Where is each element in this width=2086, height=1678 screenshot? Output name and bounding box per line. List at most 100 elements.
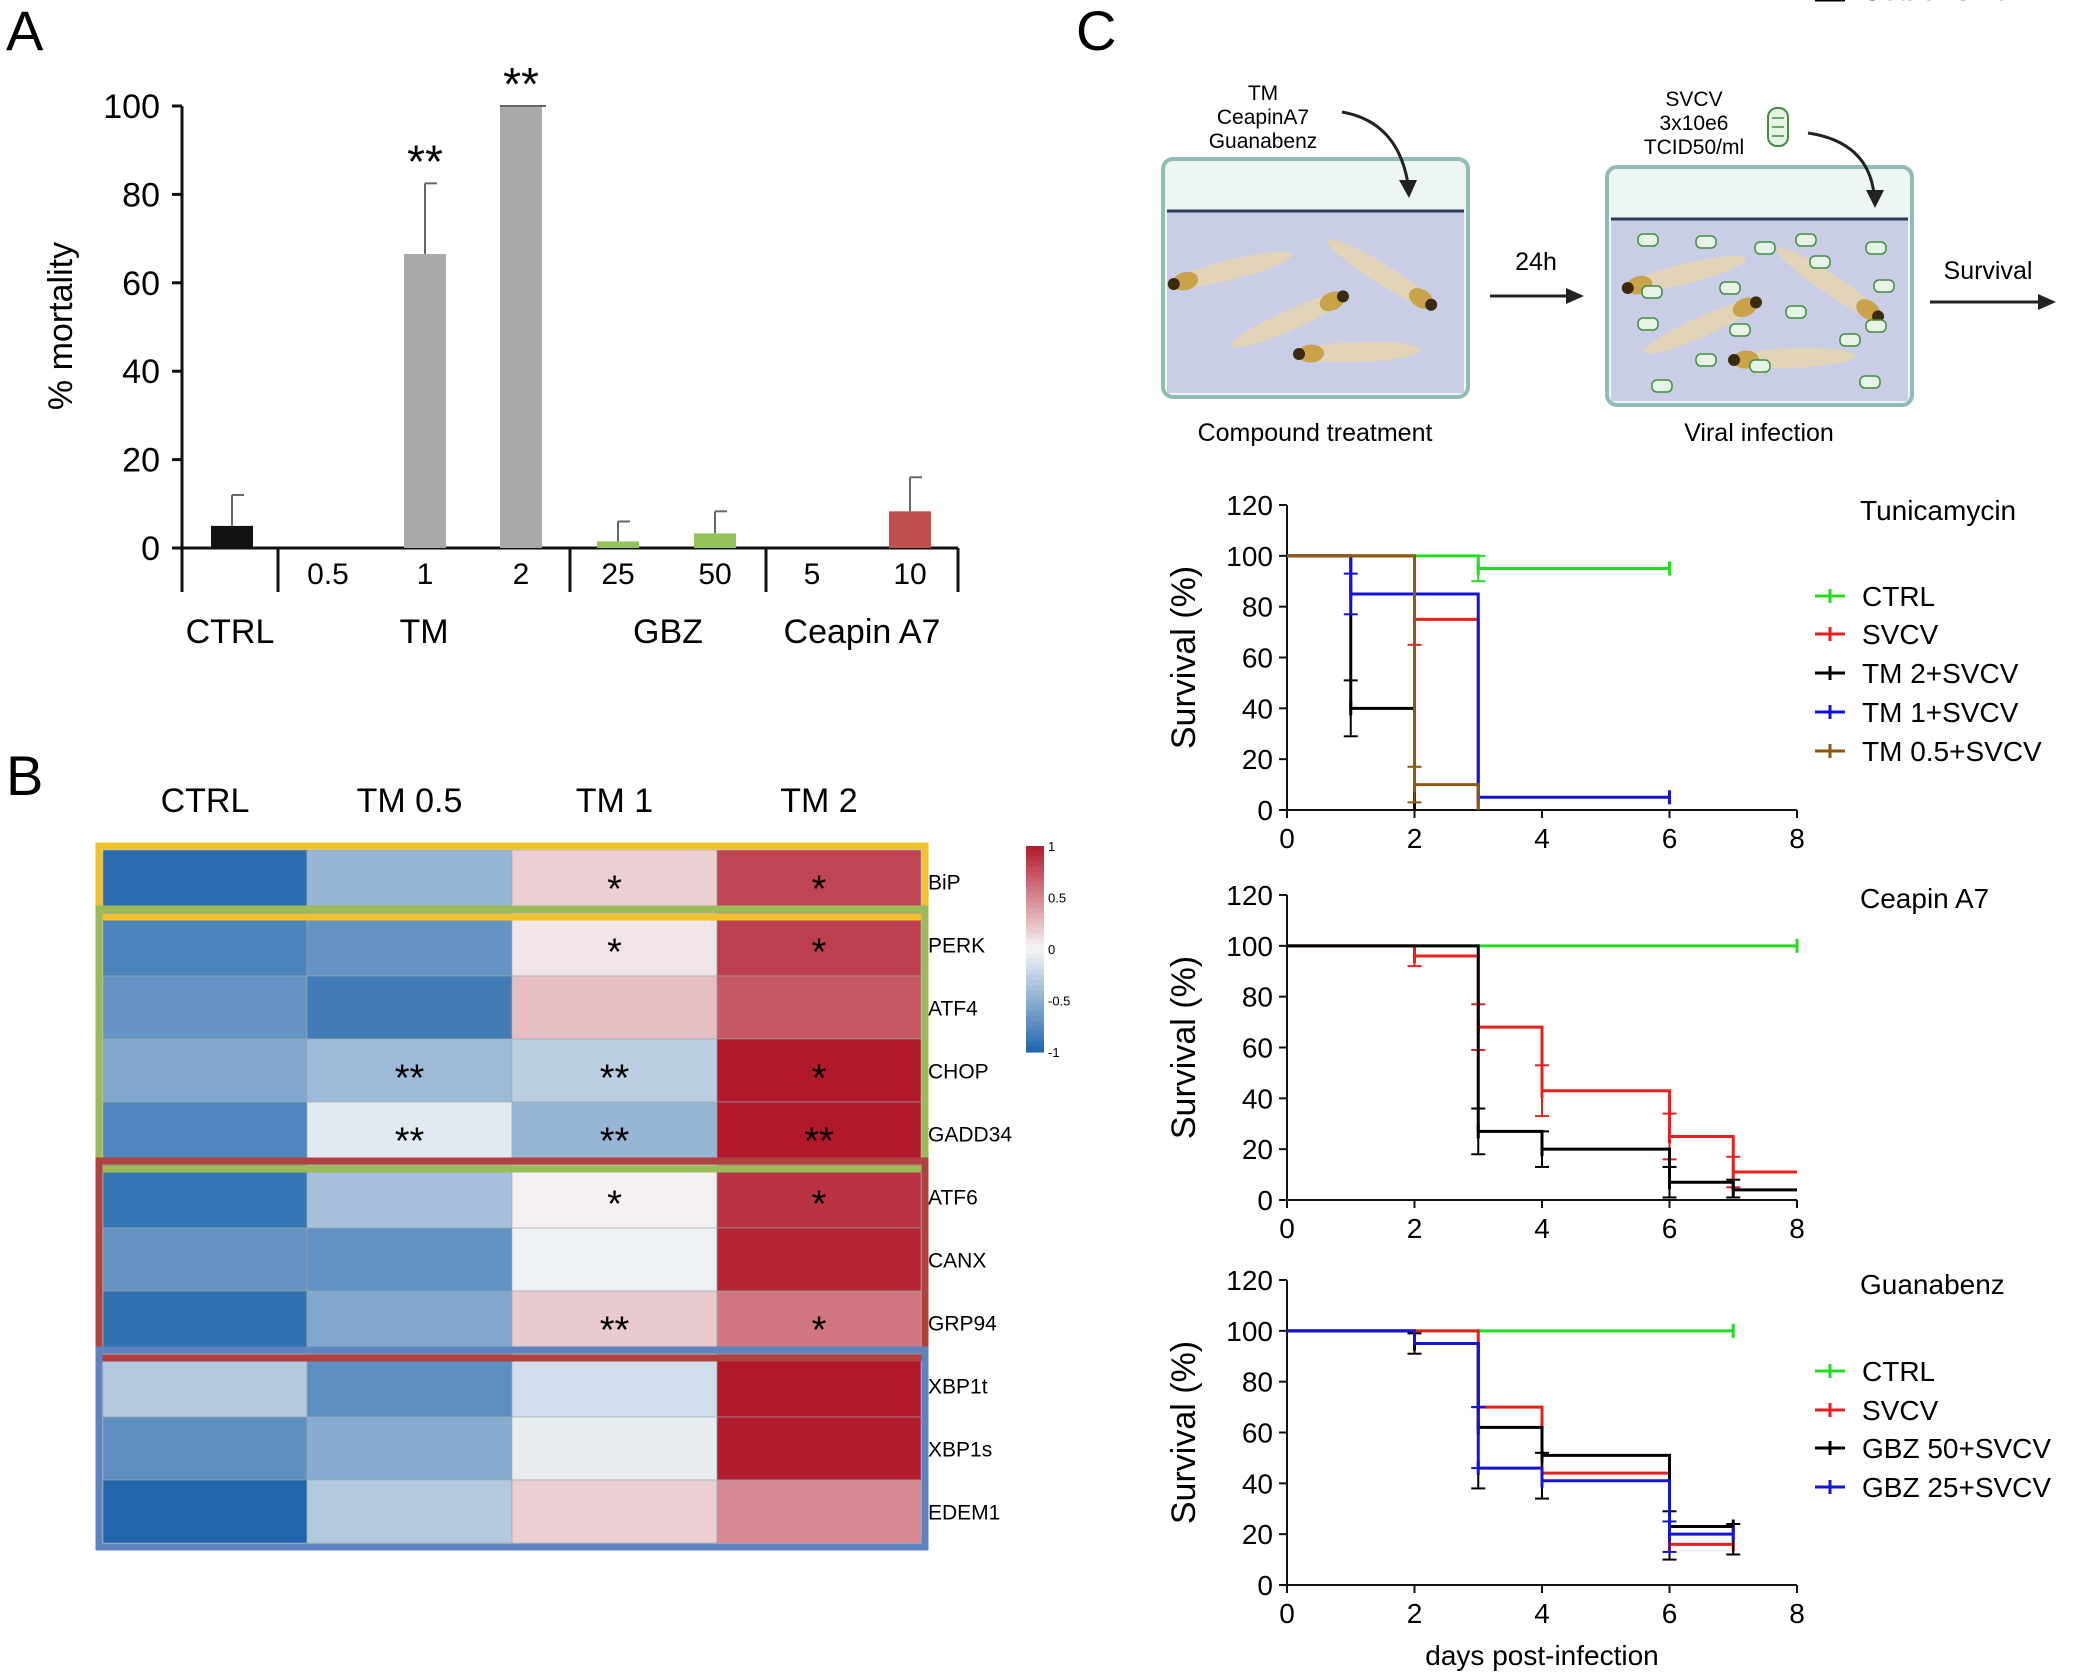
colorbar-segment [1026,933,1044,940]
x-tick-label: 8 [1789,823,1805,854]
virus-unit: TCID50/ml [1644,136,1744,159]
colorbar-segment [1026,1021,1044,1027]
heatmap-cell [306,1479,513,1544]
legend-label: SVCV [1862,0,1939,6]
heatmap-row-label: CANX [928,1250,986,1273]
colorbar-segment [1026,846,1044,852]
bar-label: 0.5 [307,558,349,591]
y-tick-label: 100 [1226,541,1273,572]
heatmap-cell [511,1227,718,1292]
heatmap-cell [511,1416,718,1481]
panel-label-a: A [6,0,44,62]
virion [1637,317,1659,331]
infection-dish [1605,165,1914,407]
heatmap-cell [716,1227,922,1292]
survival-chart-title: Guanabenz [1860,1269,2005,1300]
bar [500,106,542,548]
virus-icon [1767,107,1789,147]
colorbar-segment [1026,974,1044,981]
heatmap-cell [102,1290,308,1355]
heatmap-row-label: CHOP [928,1061,989,1084]
x-tick-label: 4 [1534,1213,1550,1244]
y-tick-label: 80 [1242,982,1273,1013]
colorbar-segment [1026,882,1044,888]
heatmap-column-label: TM 1 [576,782,653,820]
survival-ylabel: Survival (%) [1165,1341,1203,1524]
y-tick-label: 0 [1257,1570,1273,1601]
larva-icon [1167,251,1293,291]
colorbar-segment [1026,1041,1044,1048]
heatmap-cell [306,1227,513,1292]
dosing-arrow [1341,110,1410,185]
bar-label: 5 [804,558,821,591]
bar-label: 10 [893,558,926,591]
heatmap-row-label: XBP1t [928,1376,988,1399]
y-tick-label: 80 [1242,1367,1273,1398]
significance-label: ** [804,1121,834,1163]
group-label: GBZ [633,613,703,651]
colorbar-segment [1026,938,1044,945]
group-label: TM [399,613,448,651]
x-tick-label: 6 [1662,823,1678,854]
x-tick-label: 6 [1662,1598,1678,1629]
heatmap-row-label: GRP94 [928,1313,997,1336]
colorbar-segment [1026,851,1044,857]
virion [1641,285,1663,299]
legend-label: SVCV [1862,619,1939,650]
colorbar-segment [1026,1031,1044,1038]
colorbar-segment [1026,902,1044,909]
heatmap-cell [102,975,308,1040]
significance-label: * [812,932,827,974]
significance-label: ** [600,1058,630,1100]
legend-label: TM 1+SVCV [1862,697,2019,728]
y-tick-label: 0 [1257,1185,1273,1216]
x-tick-label: 2 [1407,1598,1423,1629]
heatmap-cell [102,1353,308,1418]
virion [1719,281,1741,295]
virion [1873,279,1895,293]
compound-2: CeapinA7 [1217,106,1309,129]
virion [1651,379,1673,393]
larva-icon [1644,296,1762,354]
y-tick-label: 40 [1242,1468,1273,1499]
heatmap-cell [102,1101,308,1166]
step1-label: Compound treatment [1198,419,1433,447]
survival-curve [1287,1329,1734,1536]
significance-label: * [607,1184,622,1226]
dosing-arrowhead [1399,180,1417,198]
heatmap-cell [306,1416,513,1481]
group-label: Ceapin A7 [784,613,941,651]
gene-group-box [95,1157,929,1362]
virus-name: SVCV [1665,88,1722,111]
heatmap-cell [306,849,513,914]
y-tick-label: 120 [1226,1265,1273,1296]
survival-curve [1287,1329,1734,1546]
survival-chart-title: Ceapin A7 [1860,883,1989,914]
colorbar-segment [1026,1000,1044,1007]
virus-particles [1637,233,1895,393]
heatmap-cell [511,1290,718,1355]
heatmap-cell [511,1353,718,1418]
y-tick-label: 60 [1242,1418,1273,1449]
group-label: CTRL [186,613,275,651]
significance-label: ** [503,58,539,110]
heatmap-row-label: EDEM1 [928,1502,1000,1525]
y-tick-label: 0 [1257,795,1273,826]
heatmap-row-label: ATF4 [928,998,978,1021]
heatmap-cell [102,1038,308,1103]
colorbar-segment [1026,892,1044,899]
virion [1785,305,1807,319]
colorbar-segment [1026,959,1044,966]
significance-label: * [812,869,827,911]
y-tick-label: 120 [1226,490,1273,521]
virion [1754,241,1776,255]
colorbar-segment [1026,918,1044,924]
heatmap-cell [511,975,718,1040]
heatmap-row-label: ATF6 [928,1187,978,1210]
panel-label-b: B [6,744,43,807]
heatmap-cell [511,1101,718,1166]
heatmap-row-label: XBP1s [928,1439,992,1462]
colorbar-segment [1026,923,1044,929]
heatmap-row-label: BiP [928,872,961,895]
heatmap-column-label: CTRL [161,782,250,820]
